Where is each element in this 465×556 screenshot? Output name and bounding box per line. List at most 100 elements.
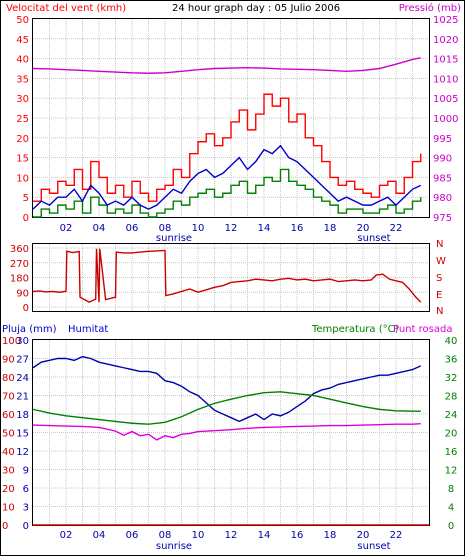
temperature-tick-label: 28 — [445, 392, 458, 403]
pressure-tick-label: 1020 — [433, 35, 458, 46]
wind-tick-label: 45 — [16, 35, 29, 46]
pressure-tick-label: 1025 — [433, 15, 458, 26]
rain-tick-label: 30 — [2, 466, 15, 477]
hour-tick-label: 22 — [390, 223, 403, 234]
wind-gust-line — [33, 93, 422, 202]
wind-tick-label: 0 — [23, 213, 29, 224]
rain-axis-title: Pluja (mm) — [2, 324, 57, 335]
pressure-line — [32, 57, 421, 74]
rain-tick-label: 60 — [2, 410, 15, 421]
humidity-tick-label: 18 — [16, 410, 29, 421]
tick-labels: 0510152025303540455097598098599099510001… — [2, 15, 458, 541]
chart-title: 24 hour graph day : 05 Julio 2006 — [172, 3, 340, 14]
pressure-tick-label: 1015 — [433, 55, 458, 66]
temperature-tick-label: 16 — [445, 447, 458, 458]
hour-tick-label: 08 — [159, 530, 172, 541]
temperature-axis-title: Temperatura (°C) — [311, 324, 399, 335]
wind-direction-line — [32, 248, 422, 303]
pressure-tick-label: 990 — [433, 154, 452, 165]
temperature-line — [32, 391, 421, 425]
rain-tick-label: 50 — [2, 429, 15, 440]
compass-e: E — [436, 290, 442, 301]
wind-tick-label: 50 — [16, 15, 29, 26]
humidity-tick-label: 27 — [16, 355, 29, 366]
temperature-tick-label: 8 — [448, 484, 454, 495]
hour-tick-label: 20 — [357, 223, 370, 234]
hour-tick-label: 18 — [324, 530, 337, 541]
temperature-tick-label: 0 — [448, 521, 454, 532]
rain-tick-label: 100 — [2, 336, 21, 347]
wind-tick-label: 15 — [16, 154, 29, 165]
wind-tick-label: 20 — [16, 134, 29, 145]
wind-tick-label: 5 — [23, 193, 29, 204]
humidity-tick-label: 6 — [23, 484, 29, 495]
compass-n-bottom: N — [436, 306, 443, 317]
compass-s: S — [436, 273, 442, 284]
hour-tick-label: 12 — [225, 530, 238, 541]
hour-tick-label: 02 — [60, 530, 73, 541]
direction-tick-label: 360 — [10, 244, 29, 255]
humidity-tick-label: 15 — [16, 429, 29, 440]
wind-low-line — [33, 168, 422, 218]
humidity-tick-label: 30 — [16, 336, 29, 347]
temperature-tick-label: 4 — [448, 503, 454, 514]
pressure-tick-label: 995 — [433, 134, 452, 145]
direction-tick-label: 0 — [23, 303, 29, 314]
compass-w: W — [436, 256, 446, 267]
rain-tick-label: 80 — [2, 373, 15, 384]
humidity-tick-label: 12 — [16, 447, 29, 458]
rain-tick-label: 0 — [2, 521, 8, 532]
rain-tick-label: 70 — [2, 392, 15, 403]
pressure-tick-label: 975 — [433, 213, 452, 224]
humidity-tick-label: 0 — [23, 521, 29, 532]
wind-tick-label: 10 — [16, 173, 29, 184]
pressure-tick-label: 1005 — [433, 94, 458, 105]
hour-tick-label: 06 — [126, 530, 139, 541]
hour-tick-label: 14 — [258, 223, 271, 234]
direction-tick-label: 270 — [10, 259, 29, 270]
wind-pressure-plot-frame — [32, 18, 430, 218]
humidity-tick-label: 9 — [23, 466, 29, 477]
hour-tick-label: 06 — [126, 223, 139, 234]
wind-tick-label: 30 — [16, 94, 29, 105]
wind-tick-label: 40 — [16, 55, 29, 66]
rain-tick-label: 20 — [2, 484, 15, 495]
temperature-tick-label: 40 — [445, 336, 458, 347]
sunset-label-bottom: sunset — [357, 541, 390, 552]
sunrise-label-bottom: sunrise — [156, 541, 192, 552]
hour-tick-label: 10 — [192, 223, 205, 234]
pressure-tick-label: 1010 — [433, 74, 458, 85]
wind-average-line — [32, 144, 422, 210]
direction-plot-frame — [32, 243, 430, 312]
sunrise-label-top: sunrise — [156, 233, 192, 244]
direction-tick-label: 180 — [10, 274, 29, 285]
humidity-axis-title: Humitat — [68, 324, 108, 335]
hour-tick-label: 04 — [93, 530, 106, 541]
hour-tick-label: 02 — [60, 223, 73, 234]
hour-tick-label: 14 — [258, 530, 271, 541]
hour-tick-label: 10 — [192, 530, 205, 541]
pressure-tick-label: 980 — [433, 193, 452, 204]
hour-tick-label: 16 — [291, 530, 304, 541]
humidity-line — [32, 355, 422, 423]
sunset-label-top: sunset — [357, 233, 390, 244]
temperature-tick-label: 32 — [445, 373, 458, 384]
humidity-tick-label: 24 — [16, 373, 29, 384]
temperature-tick-label: 20 — [445, 429, 458, 440]
pressure-tick-label: 985 — [433, 173, 452, 184]
hour-tick-label: 12 — [225, 223, 238, 234]
pressure-axis-title: Pressió (mb) — [399, 2, 461, 14]
dewpoint-line — [32, 423, 421, 441]
wind-tick-label: 25 — [16, 114, 29, 125]
wind-tick-label: 35 — [16, 74, 29, 85]
temperature-tick-label: 12 — [445, 466, 458, 477]
hour-tick-label: 08 — [159, 223, 172, 234]
temperature-tick-label: 36 — [445, 355, 458, 366]
hour-tick-label: 20 — [357, 530, 370, 541]
hour-tick-label: 18 — [324, 223, 337, 234]
direction-tick-label: 90 — [16, 288, 29, 299]
hour-tick-label: 16 — [291, 223, 304, 234]
series-layer — [32, 57, 429, 526]
rain-tick-label: 90 — [2, 355, 15, 366]
wind-axis-title: Velocitat del vent (kmh) — [6, 3, 126, 14]
